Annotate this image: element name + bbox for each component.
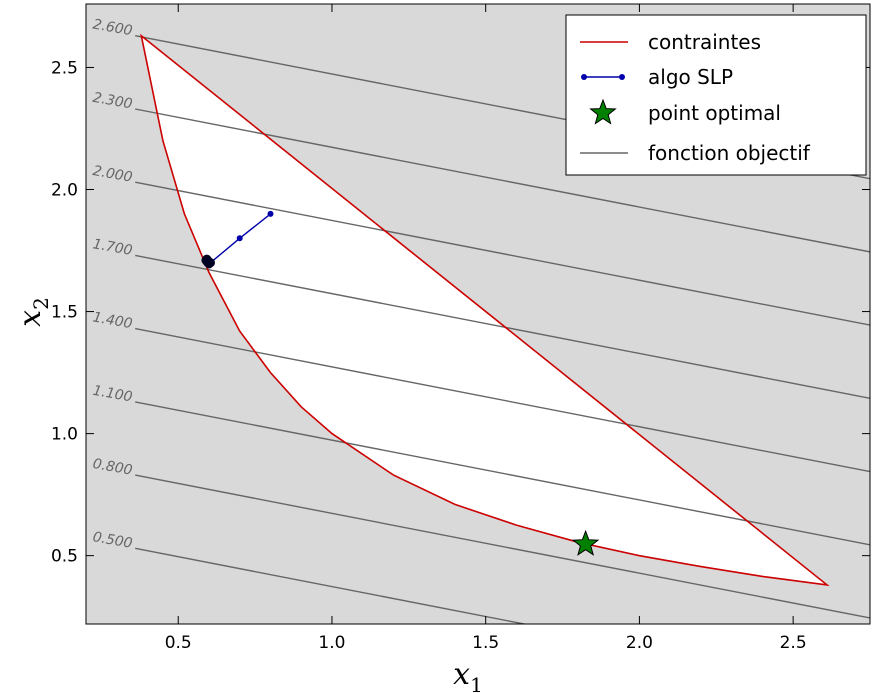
legend-label-slp: algo SLP: [648, 65, 733, 89]
slp-points: [201, 210, 274, 269]
slp-point-1: [236, 235, 243, 242]
x-axis-label-sub: 1: [470, 673, 483, 693]
x-axis-label: x1: [453, 657, 483, 693]
slp-point-7: [204, 257, 214, 266]
x-tick-label-1: 1.0: [318, 633, 345, 653]
contour-label-1: 0.800: [91, 456, 133, 479]
contour-label-7: 2.600: [91, 17, 133, 40]
legend-label-objective: fonction objectif: [648, 141, 811, 165]
x-axis-label-main: x: [453, 657, 470, 692]
objective-line-1: [135, 474, 870, 619]
y-tick-label-3: 2.0: [51, 181, 78, 201]
contour-labels: 0.500 0.800 1.100 1.400 1.700 2.000 2.300 2.600: [91, 17, 133, 552]
y-tick-label-2: 1.5: [51, 303, 78, 323]
x-tick-label-2: 1.5: [472, 633, 499, 653]
y-axis: 0.5 1.0 1.5 2.0 2.5: [51, 58, 870, 567]
legend-swatch-optimal: [589, 98, 617, 125]
legend-label-constraints: contraintes: [648, 30, 761, 54]
y-axis-label-sub: 2: [29, 297, 53, 310]
y-axis-label: x2: [13, 297, 53, 327]
objective-line-6: [135, 108, 870, 253]
objective-line-4: [135, 254, 870, 399]
optimal-point-star: [571, 529, 600, 556]
contour-label-4: 1.700: [91, 236, 133, 259]
y-tick-label-1: 1.0: [51, 425, 78, 445]
legend-swatch-slp-start: [581, 74, 587, 80]
objective-lines: [135, 35, 870, 624]
objective-line-0: [135, 547, 528, 624]
legend-label-optimal: point optimal: [648, 101, 781, 125]
legend-swatch-slp-end: [619, 74, 625, 80]
constraint-curve: [140, 33, 830, 587]
plot-frame: [85, 3, 871, 625]
objective-line-3: [135, 327, 870, 473]
objective-line-5: [135, 181, 870, 326]
legend: contraintes algo SLP point optimal fonct…: [565, 14, 867, 176]
x-tick-label-3: 2.0: [626, 633, 653, 653]
x-tick-label-4: 2.5: [780, 633, 807, 653]
x-axis: 0.5 1.0 1.5 2.0 2.5: [165, 4, 807, 653]
y-tick-label-0: 0.5: [51, 547, 78, 567]
contour-label-5: 2.000: [91, 163, 133, 186]
contour-label-6: 2.300: [91, 90, 133, 113]
contour-label-2: 1.100: [91, 383, 133, 406]
y-tick-label-4: 2.5: [51, 58, 78, 78]
y-axis-label-main: x: [13, 310, 48, 327]
slp-point-0: [267, 210, 274, 217]
contour-label-0: 0.500: [91, 529, 133, 552]
x-tick-label-0: 0.5: [165, 633, 192, 653]
contour-label-3: 1.400: [91, 309, 133, 332]
